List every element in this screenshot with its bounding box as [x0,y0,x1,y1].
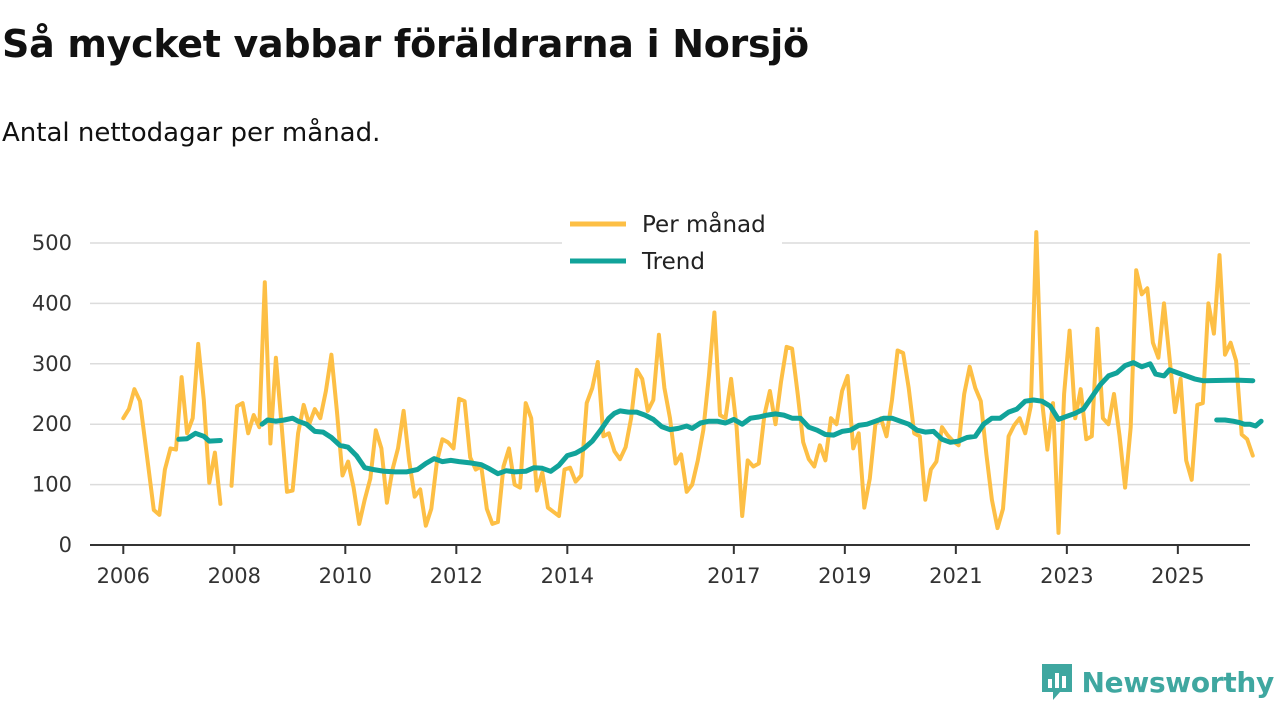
x-tick-label: 2023 [1040,564,1093,588]
y-tick-label: 300 [32,352,72,376]
x-tick-label: 2014 [541,564,594,588]
trend-line-segment-0 [176,430,223,444]
legend-label-trend: Trend [641,249,705,275]
per-manad-line-segment-1 [229,230,1255,535]
chart-title: Så mycket vabbar föräldrarna i Norsjö [2,22,809,66]
x-tick-label: 2019 [818,564,871,588]
brand-name: Newsworthy [1081,665,1275,699]
legend: Per månad Trend [562,206,782,286]
y-tick-label: 100 [32,473,72,497]
y-tick-label: 400 [32,291,72,315]
trend-line-segment-1 [259,360,1256,477]
x-tick-label: 2025 [1151,564,1204,588]
x-axis: 2006 2008 2010 2012 2014 2017 2019 2021 2023 2025 [90,544,1250,588]
y-axis-ticks: 0 100 200 300 400 500 [32,231,72,557]
series-lines [121,230,1264,535]
y-tick-label: 200 [32,412,72,436]
x-tick-label: 2017 [707,564,760,588]
trend-line-segment-2 [1214,417,1264,429]
legend-background [562,206,782,286]
x-tick-label: 2006 [97,564,150,588]
y-tick-label: 0 [59,533,72,557]
per-manad-line-segment-0 [121,341,223,517]
x-tick-label: 2012 [430,564,483,588]
x-tick-label: 2010 [319,564,372,588]
chart-subtitle: Antal nettodagar per månad. [2,118,381,148]
legend-label-per-manad: Per månad [642,210,766,238]
y-tick-label: 500 [32,231,72,255]
gridlines [90,242,1250,486]
x-tick-label: 2021 [929,564,982,588]
x-tick-label: 2008 [208,564,261,588]
newsworthy-logo-icon [1041,664,1072,700]
newsworthy-brand: Newsworthy [1040,662,1274,702]
